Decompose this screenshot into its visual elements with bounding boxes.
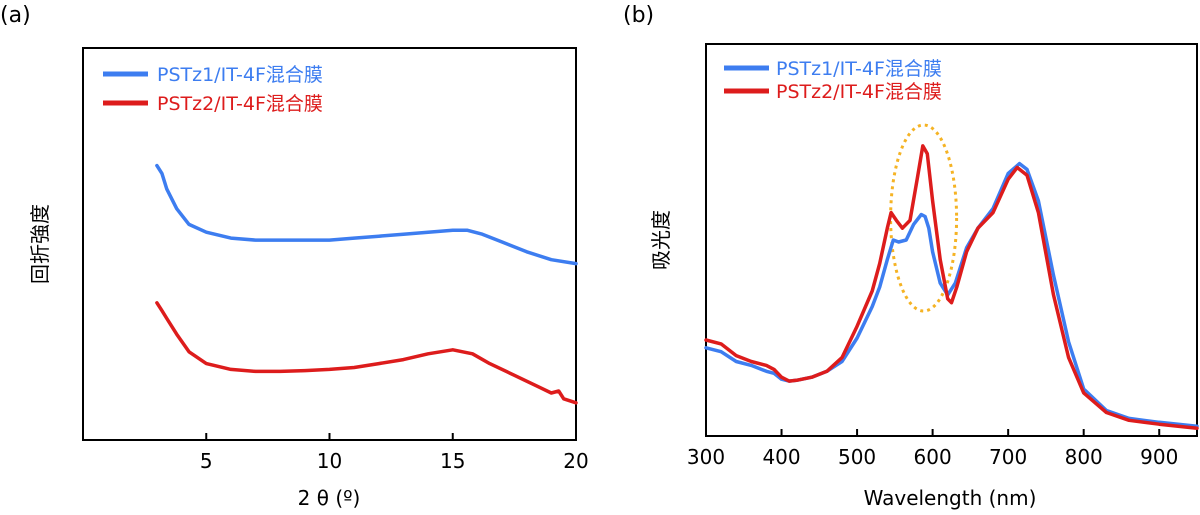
plot-frame-b <box>705 43 1198 437</box>
series-line-a-1 <box>155 301 578 405</box>
legend-label-b-0: PSTz1/IT-4F混合膜 <box>776 58 942 80</box>
x-tick-label-a-0: 5 <box>200 449 213 473</box>
y-axis-title-a: 回折強度 <box>28 204 52 284</box>
legend-label-a-1: PSTz2/IT-4F混合膜 <box>157 93 323 115</box>
x-axis-title-a: 2 θ (º) <box>298 486 361 510</box>
legend-a: PSTz1/IT-4F混合膜 PSTz2/IT-4F混合膜 <box>103 64 323 115</box>
legend-b: PSTz1/IT-4F混合膜 PSTz2/IT-4F混合膜 <box>724 58 942 103</box>
panel-label-a: (a) <box>0 3 31 28</box>
x-ticks-b: 300 400 500 600 700 800 900 <box>687 429 1178 469</box>
x-tick-label-a-1: 10 <box>317 449 342 473</box>
highlight-ellipse <box>889 123 959 313</box>
series-group-b <box>704 144 1199 430</box>
series-line-a-0 <box>155 163 578 266</box>
y-axis-title-b: 吸光度 <box>649 210 673 270</box>
x-tick-label-b-4: 700 <box>989 445 1027 469</box>
x-tick-label-b-2: 500 <box>838 445 876 469</box>
panel-b: (b) 300 400 500 600 700 800 900 Wavelength (nm… <box>623 3 1199 510</box>
x-tick-label-b-0: 300 <box>687 445 725 469</box>
panel-label-b: (b) <box>623 3 654 28</box>
x-tick-label-a-2: 15 <box>440 449 465 473</box>
legend-label-a-0: PSTz1/IT-4F混合膜 <box>157 64 323 86</box>
series-line-b-1 <box>704 144 1199 430</box>
x-ticks-a: 5 10 15 20 <box>200 433 589 473</box>
x-tick-label-b-6: 900 <box>1140 445 1178 469</box>
series-group-a <box>155 163 578 405</box>
x-tick-label-b-3: 600 <box>914 445 952 469</box>
x-tick-label-a-3: 20 <box>563 449 588 473</box>
x-axis-title-b: Wavelength (nm) <box>864 486 1037 510</box>
series-line-b-0 <box>704 161 1199 428</box>
legend-label-b-1: PSTz2/IT-4F混合膜 <box>776 81 942 103</box>
x-tick-label-b-1: 400 <box>762 445 800 469</box>
x-tick-label-b-5: 800 <box>1065 445 1103 469</box>
panel-a: (a) 5 10 15 20 2 θ (º) 回折強度 PSTz1/IT-4F混合膜 … <box>0 3 589 510</box>
